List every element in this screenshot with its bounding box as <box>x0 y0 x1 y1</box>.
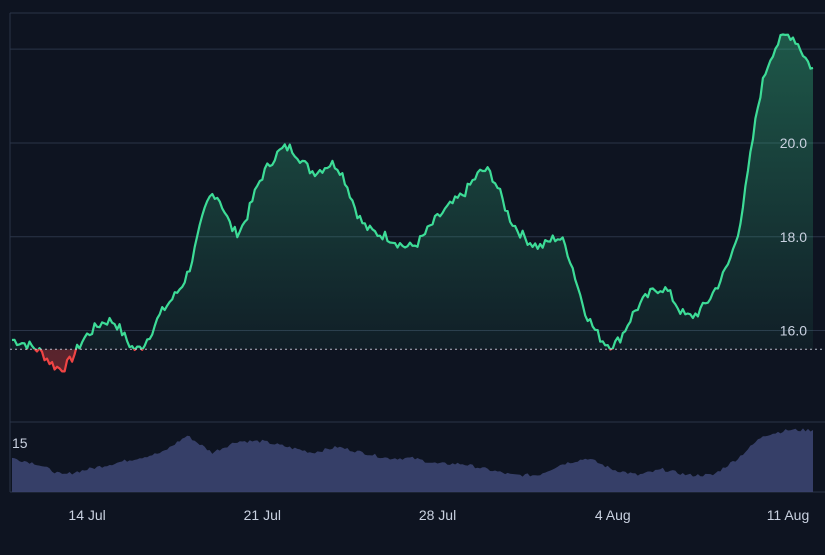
x-tick-label: 4 Aug <box>595 507 631 523</box>
price-line <box>11 33 814 373</box>
x-tick-label: 11 Aug <box>767 507 810 523</box>
x-axis: 14 Jul 21 Jul 28 Jul 4 Aug 11 Aug <box>68 507 809 523</box>
y-tick-label: 18.0 <box>780 229 807 245</box>
price-area-up <box>12 34 813 350</box>
x-tick-label: 28 Jul <box>419 507 456 523</box>
y-axis: 16.0 18.0 20.0 <box>780 135 807 339</box>
price-line-up <box>11 33 814 350</box>
y-tick-label: 20.0 <box>780 135 807 151</box>
volume-area-shape <box>12 428 813 492</box>
price-area <box>12 34 813 372</box>
volume-area <box>12 428 813 492</box>
x-tick-label: 14 Jul <box>68 507 105 523</box>
y-tick-label: 16.0 <box>780 323 807 339</box>
volume-scale-label: 15 <box>12 435 28 451</box>
x-tick-label: 21 Jul <box>244 507 281 523</box>
